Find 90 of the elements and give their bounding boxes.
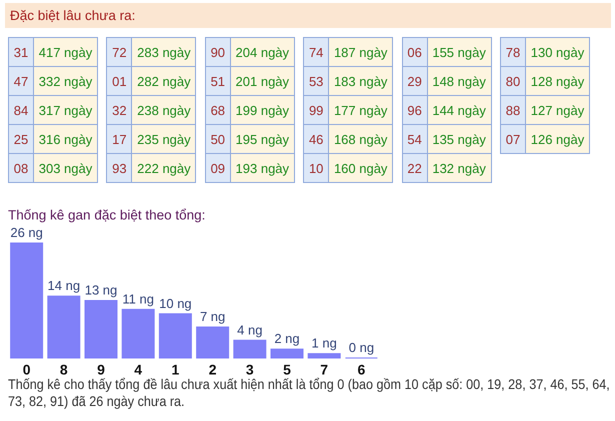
text: 10: [304, 154, 329, 182]
text: 303 ngày: [34, 154, 98, 182]
text: 50: [205, 124, 230, 154]
text: 80: [500, 66, 526, 96]
text: 06: [402, 38, 428, 66]
text: 283 ngày: [132, 38, 196, 66]
text: 07: [500, 124, 526, 154]
x-tick-label: 7: [320, 362, 328, 378]
text: 54: [402, 124, 428, 154]
chart-title: Thống kê gan đặc biệt theo tổng:: [8, 208, 206, 222]
text: 25: [8, 124, 34, 154]
text: 135 ngày: [427, 124, 492, 154]
bar: [122, 308, 155, 358]
text: 160 ngày: [328, 154, 393, 182]
text: 282 ngày: [132, 66, 196, 96]
text: 08: [8, 154, 34, 182]
data-label: 14 ng: [48, 278, 80, 294]
bar: [84, 300, 118, 358]
text: 193 ngày: [230, 154, 294, 182]
text: 01: [106, 66, 132, 96]
text: 417 ngày: [34, 38, 98, 66]
text: 155 ngày: [427, 38, 492, 66]
bar: [270, 348, 304, 358]
x-tick-label: 9: [97, 362, 106, 378]
text: 78: [500, 38, 526, 66]
text: 46: [304, 124, 329, 154]
text: 74: [304, 38, 329, 66]
data-label: 26 ng: [10, 225, 43, 240]
text: 332 ngày: [34, 66, 98, 96]
x-tick-label: 3: [246, 362, 254, 378]
text: 132 ngày: [427, 154, 492, 182]
text: 195 ngày: [230, 124, 294, 154]
text: 222 ngày: [132, 154, 196, 182]
x-tick-label: 2: [208, 362, 217, 378]
x-tick-label: 1: [172, 362, 180, 378]
x-tick-label: 8: [60, 362, 68, 378]
data-label: 1 ng: [312, 336, 337, 351]
text: 128 ngày: [526, 66, 590, 96]
data-label: 11 ng: [122, 291, 154, 306]
text: 88: [500, 96, 526, 124]
text: 148 ngày: [427, 66, 492, 96]
text: 84: [8, 96, 34, 124]
text: 32: [106, 96, 132, 124]
text: 47: [8, 66, 34, 96]
text: 127 ngày: [526, 96, 590, 124]
text: Đặc biệt lâu chưa ra:: [5, 3, 611, 28]
data-label: 7 ng: [200, 309, 226, 324]
text: 238 ngày: [132, 96, 196, 124]
bar: [10, 242, 44, 358]
text: 177 ngày: [328, 96, 393, 124]
text: 90: [205, 38, 230, 66]
bar: [196, 326, 230, 358]
text: 68: [205, 96, 230, 124]
text: 144 ngày: [427, 96, 492, 124]
text: 126 ngày: [526, 124, 590, 154]
text: 316 ngày: [34, 124, 98, 154]
data-label: 10 ng: [159, 296, 192, 311]
text: 317 ngày: [34, 96, 98, 124]
bar: [47, 296, 80, 358]
text: 51: [205, 66, 230, 96]
text: 99: [304, 96, 329, 124]
text: 187 ngày: [328, 38, 393, 66]
text: 72: [106, 38, 132, 66]
text: 22: [402, 154, 428, 182]
text: 17: [106, 124, 132, 154]
text: 96: [402, 96, 428, 124]
text: 93: [106, 154, 132, 182]
data-label: 13 ng: [84, 282, 118, 298]
x-tick-label: 6: [358, 362, 366, 378]
x-tick-label: 0: [22, 362, 31, 378]
text: 31: [8, 38, 34, 66]
text: 201 ngày: [230, 66, 294, 96]
bar: [233, 340, 266, 358]
text: 168 ngày: [328, 124, 393, 154]
bar: [308, 353, 341, 358]
data-label: 0 ng: [348, 340, 374, 355]
text: 29: [402, 66, 428, 96]
x-tick-label: 5: [283, 362, 292, 378]
text: 183 ngày: [328, 66, 393, 96]
text: 53: [304, 66, 329, 96]
text: 130 ngày: [526, 38, 590, 66]
text: 235 ngày: [132, 124, 196, 154]
text: 204 ngày: [230, 38, 294, 66]
text: 199 ngày: [230, 96, 294, 124]
data-label: 4 ng: [237, 322, 262, 338]
bar: [158, 313, 192, 358]
text: 09: [205, 154, 230, 182]
data-label: 2 ng: [274, 331, 300, 346]
text: Thống kê cho thấy tổng đề lâu chưa xuất hiện nhất là tổng 0 (bao gồm 10 cặp số: 00, 19, 28, 37, 46, 55, 64, 73, 82, 91) đã 26 ngày chưa ra.: [8, 376, 611, 410]
x-tick-label: 4: [134, 362, 142, 378]
